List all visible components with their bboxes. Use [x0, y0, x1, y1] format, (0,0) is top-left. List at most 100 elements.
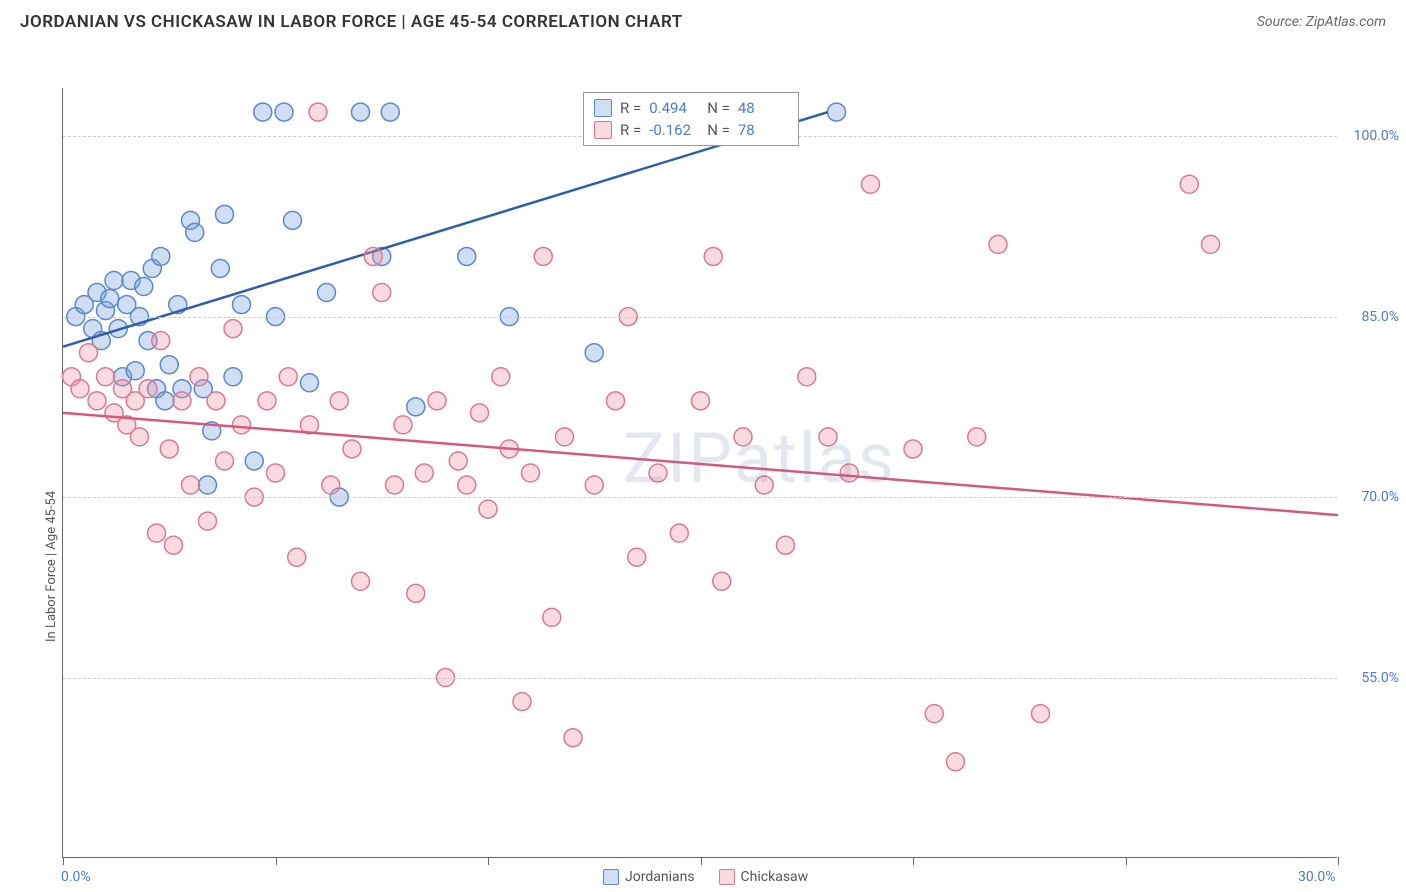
- data-point: [692, 392, 710, 410]
- data-point: [207, 392, 225, 410]
- x-tick: [1338, 857, 1339, 865]
- y-tick-label: 85.0%: [1361, 309, 1399, 325]
- n-label: N =: [707, 99, 730, 117]
- data-point: [190, 368, 208, 386]
- scatter-plot-svg: [63, 88, 1338, 858]
- data-point: [97, 368, 115, 386]
- data-point: [275, 103, 293, 121]
- data-point: [947, 753, 965, 771]
- n-label: N =: [707, 121, 730, 139]
- data-point: [585, 344, 603, 362]
- data-point: [199, 476, 217, 494]
- correlation-stats-box: R =0.494N =48R =-0.162N =78: [583, 92, 799, 146]
- data-point: [458, 476, 476, 494]
- data-point: [458, 247, 476, 265]
- legend-swatch: [719, 869, 735, 885]
- data-point: [71, 380, 89, 398]
- data-point: [777, 536, 795, 554]
- r-label: R =: [620, 121, 641, 139]
- data-point: [713, 572, 731, 590]
- n-value: 78: [738, 121, 788, 139]
- y-tick-label: 100.0%: [1354, 128, 1399, 144]
- data-point: [233, 416, 251, 434]
- data-point: [330, 392, 348, 410]
- data-point: [318, 284, 336, 302]
- data-point: [288, 548, 306, 566]
- data-point: [925, 705, 943, 723]
- x-tick: [63, 857, 64, 865]
- data-point: [394, 416, 412, 434]
- data-point: [352, 103, 370, 121]
- x-tick: [1126, 857, 1127, 865]
- data-point: [607, 392, 625, 410]
- plot-area: ZIPatlas R =0.494N =48R =-0.162N =78 Jor…: [62, 88, 1337, 858]
- data-point: [968, 428, 986, 446]
- data-point: [173, 392, 191, 410]
- data-point: [284, 211, 302, 229]
- data-point: [585, 476, 603, 494]
- x-tick: [488, 857, 489, 865]
- data-point: [543, 608, 561, 626]
- data-point: [449, 452, 467, 470]
- data-point: [258, 392, 276, 410]
- data-point: [704, 247, 722, 265]
- data-point: [755, 476, 773, 494]
- data-point: [160, 356, 178, 374]
- data-point: [233, 296, 251, 314]
- data-point: [279, 368, 297, 386]
- data-point: [182, 476, 200, 494]
- data-point: [628, 548, 646, 566]
- data-point: [1202, 235, 1220, 253]
- data-point: [819, 428, 837, 446]
- data-point: [381, 103, 399, 121]
- data-point: [148, 524, 166, 542]
- data-point: [513, 693, 531, 711]
- r-value: -0.162: [649, 121, 699, 139]
- legend: Jordanians Chickasaw: [603, 869, 808, 885]
- x-tick-label: 0.0%: [61, 869, 91, 885]
- x-tick: [701, 857, 702, 865]
- gridline: [63, 497, 1337, 498]
- data-point: [126, 362, 144, 380]
- n-value: 48: [738, 99, 788, 117]
- data-point: [522, 464, 540, 482]
- x-tick: [276, 857, 277, 865]
- data-point: [139, 380, 157, 398]
- data-point: [428, 392, 446, 410]
- x-tick: [913, 857, 914, 865]
- stat-row: R = -0.162 N = 78: [594, 119, 788, 141]
- chart-header: JORDANIAN VS CHICKASAW IN LABOR FORCE | …: [0, 0, 1406, 40]
- data-point: [309, 103, 327, 121]
- data-point: [556, 428, 574, 446]
- legend-item: Jordanians: [603, 869, 695, 885]
- data-point: [904, 440, 922, 458]
- legend-swatch: [603, 869, 619, 885]
- data-point: [322, 476, 340, 494]
- data-point: [224, 368, 242, 386]
- data-point: [301, 374, 319, 392]
- data-point: [216, 205, 234, 223]
- data-point: [534, 247, 552, 265]
- stat-row: R =0.494N =48: [594, 97, 788, 119]
- data-point: [186, 223, 204, 241]
- series-swatch: [594, 121, 612, 139]
- r-label: R =: [620, 99, 641, 117]
- data-point: [352, 572, 370, 590]
- y-tick-label: 70.0%: [1361, 489, 1399, 505]
- data-point: [989, 235, 1007, 253]
- chart-title: JORDANIAN VS CHICKASAW IN LABOR FORCE | …: [20, 12, 683, 32]
- data-point: [211, 259, 229, 277]
- data-point: [373, 284, 391, 302]
- data-point: [165, 536, 183, 554]
- series-swatch: [594, 99, 612, 117]
- data-point: [798, 368, 816, 386]
- gridline: [63, 678, 1337, 679]
- data-point: [407, 584, 425, 602]
- legend-label: Chickasaw: [741, 869, 809, 885]
- trend-line: [63, 112, 828, 347]
- data-point: [386, 476, 404, 494]
- data-point: [1180, 175, 1198, 193]
- data-point: [828, 103, 846, 121]
- data-point: [156, 392, 174, 410]
- data-point: [862, 175, 880, 193]
